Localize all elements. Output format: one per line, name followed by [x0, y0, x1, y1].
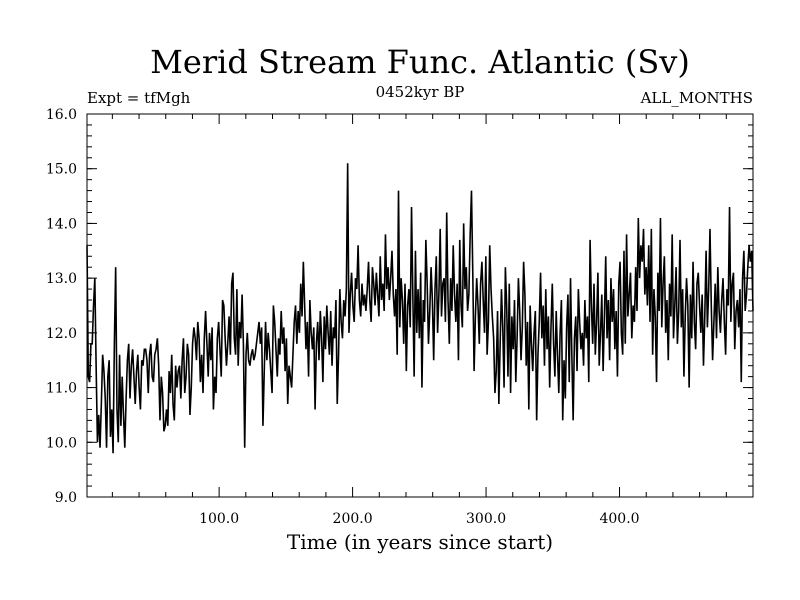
- y-axis: 9.0 10.0 11.0 12.0 13.0 14.0 15.0 16.0: [46, 107, 753, 506]
- x-tick-label: 100.0: [199, 511, 239, 527]
- x-axis: 100.0 200.0 300.0 400.0: [111, 114, 727, 527]
- series-line: [86, 163, 754, 454]
- x-tick-label: 200.0: [333, 511, 373, 527]
- y-tick-label: 13.0: [46, 271, 77, 287]
- months-label: ALL_MONTHS: [640, 89, 753, 107]
- chart-title: Merid Stream Func. Atlantic (Sv): [150, 43, 690, 81]
- series-group: [86, 163, 754, 454]
- experiment-label: Expt = tfMgh: [87, 89, 191, 107]
- plot-frame: [86, 113, 754, 498]
- x-axis-label: Time (in years since start): [287, 530, 553, 554]
- y-tick-label: 14.0: [46, 216, 77, 232]
- x-tick-label: 400.0: [599, 511, 639, 527]
- y-tick-label: 12.0: [46, 326, 77, 342]
- y-tick-label: 15.0: [46, 162, 77, 178]
- x-tick-label: 300.0: [466, 511, 506, 527]
- y-tick-label: 16.0: [46, 107, 77, 123]
- period-label: 0452kyr BP: [376, 83, 465, 101]
- y-tick-label: 10.0: [46, 435, 77, 451]
- y-tick-label: 11.0: [46, 381, 77, 397]
- y-tick-label: 9.0: [55, 490, 77, 506]
